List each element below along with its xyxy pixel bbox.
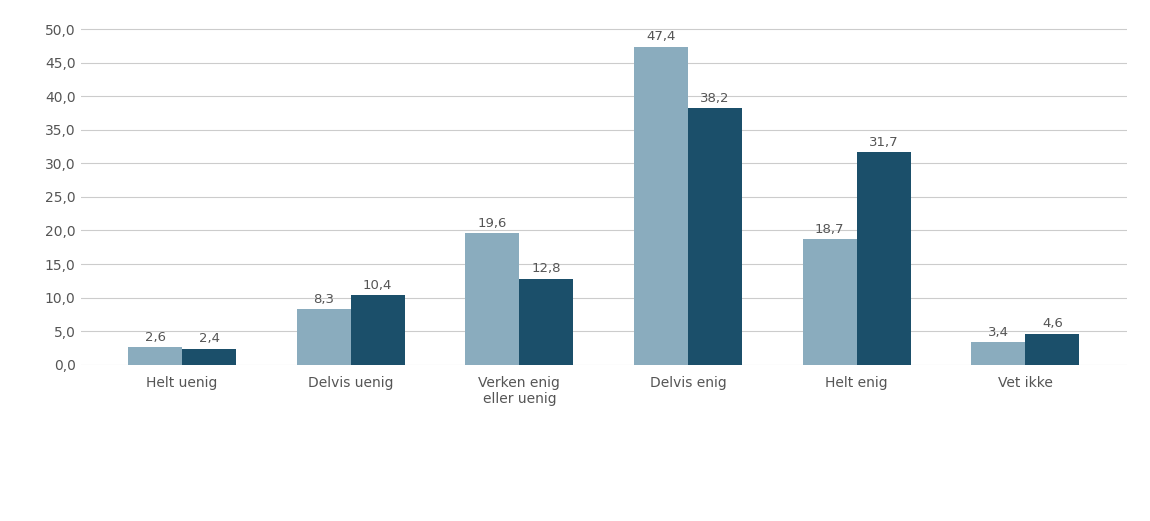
Text: 2,4: 2,4 xyxy=(199,332,220,345)
Bar xyxy=(520,279,574,365)
Text: 31,7: 31,7 xyxy=(869,135,898,148)
Text: 10,4: 10,4 xyxy=(363,279,392,292)
Bar xyxy=(1026,334,1080,365)
Text: 18,7: 18,7 xyxy=(815,223,844,236)
Bar xyxy=(466,233,520,365)
Text: 3,4: 3,4 xyxy=(988,326,1009,339)
Bar xyxy=(972,342,1026,365)
Bar xyxy=(688,108,742,365)
Text: 47,4: 47,4 xyxy=(646,30,676,43)
Bar xyxy=(182,349,236,365)
Text: 38,2: 38,2 xyxy=(700,92,730,105)
Text: 12,8: 12,8 xyxy=(531,263,561,276)
Bar xyxy=(128,347,182,365)
Text: 19,6: 19,6 xyxy=(477,217,507,230)
Bar xyxy=(297,309,351,365)
Bar xyxy=(351,295,405,365)
Bar xyxy=(803,239,857,365)
Bar xyxy=(634,46,688,365)
Text: 8,3: 8,3 xyxy=(313,293,335,306)
Text: 2,6: 2,6 xyxy=(145,331,166,344)
Bar xyxy=(857,152,911,365)
Text: 4,6: 4,6 xyxy=(1042,317,1063,330)
